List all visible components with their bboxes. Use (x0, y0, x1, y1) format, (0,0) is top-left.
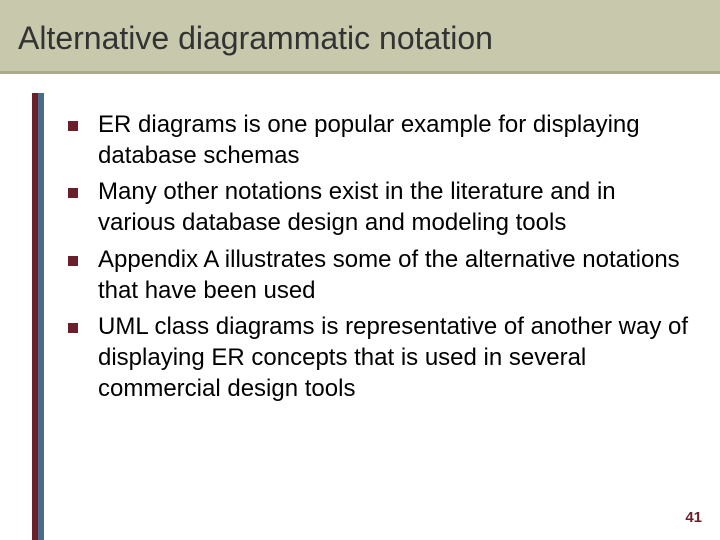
bullet-list: ER diagrams is one popular example for d… (68, 110, 690, 404)
slide-title: Alternative diagrammatic notation (0, 20, 720, 57)
header-band: Alternative diagrammatic notation (0, 0, 720, 74)
bullet-icon (68, 121, 78, 131)
stripe-blue (38, 93, 44, 540)
list-item: Many other notations exist in the litera… (68, 177, 690, 238)
content-area: ER diagrams is one popular example for d… (68, 110, 690, 410)
bullet-icon (68, 188, 78, 198)
page-number: 41 (685, 509, 702, 526)
bullet-text: Many other notations exist in the litera… (98, 177, 690, 238)
list-item: UML class diagrams is representative of … (68, 312, 690, 404)
bullet-text: UML class diagrams is representative of … (98, 312, 690, 404)
bullet-icon (68, 323, 78, 333)
bullet-text: ER diagrams is one popular example for d… (98, 110, 690, 171)
list-item: Appendix A illustrates some of the alter… (68, 245, 690, 306)
bullet-text: Appendix A illustrates some of the alter… (98, 245, 690, 306)
list-item: ER diagrams is one popular example for d… (68, 110, 690, 171)
bullet-icon (68, 256, 78, 266)
